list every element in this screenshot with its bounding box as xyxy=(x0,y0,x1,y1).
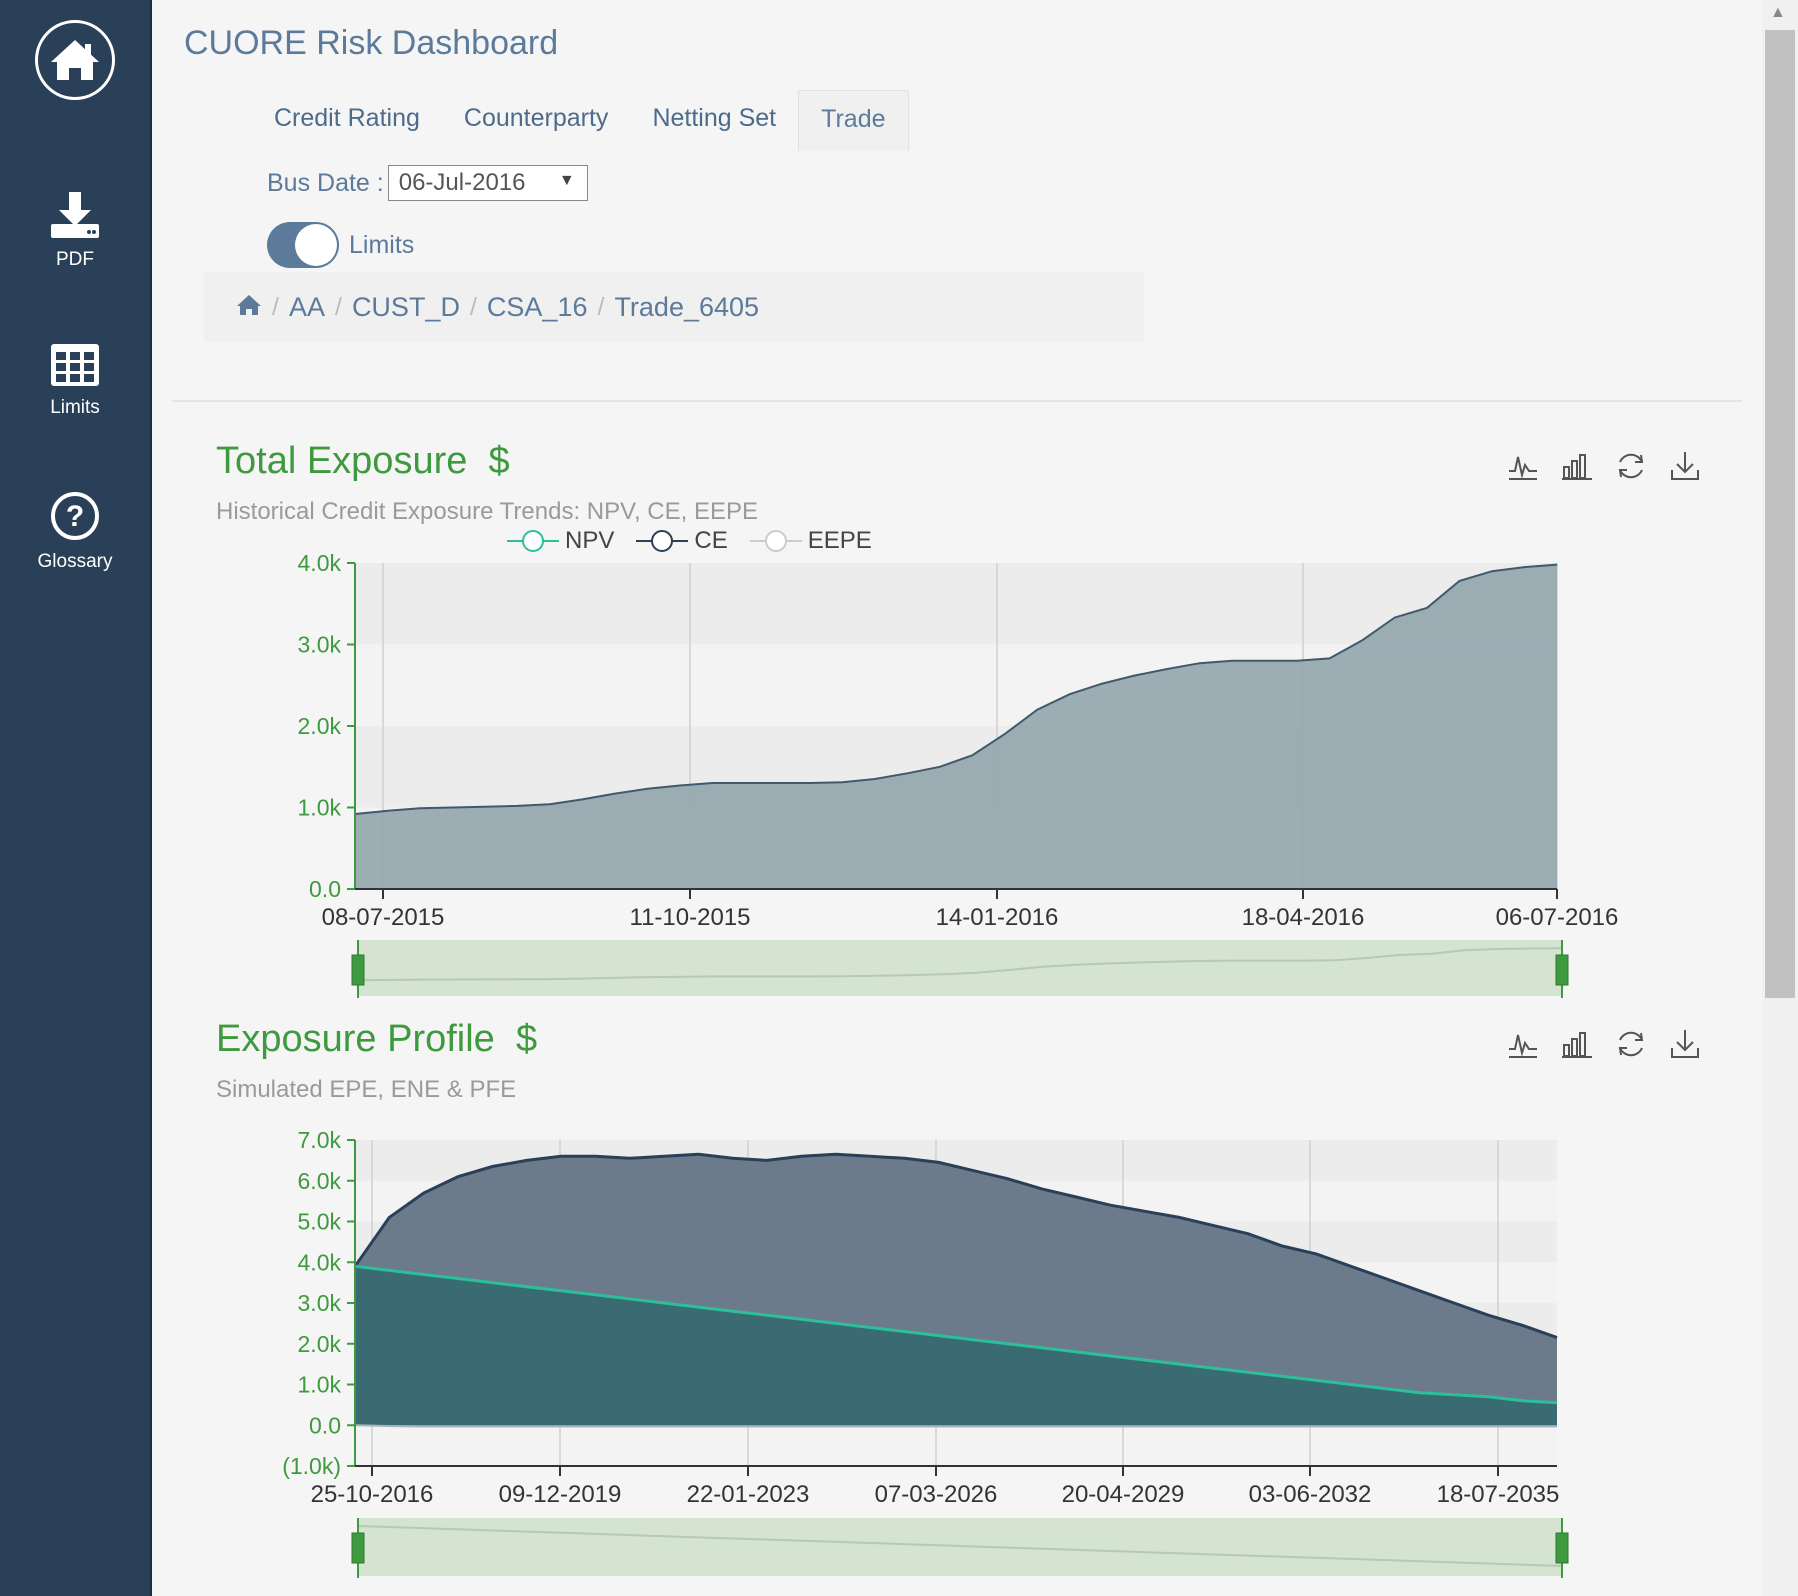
main-content: CUORE Risk Dashboard Credit Rating Count… xyxy=(152,0,1762,1596)
download-icon[interactable] xyxy=(1658,1024,1712,1064)
legend-marker-icon xyxy=(636,530,689,552)
legend-label: CE xyxy=(694,527,728,554)
total-exposure-legend: NPV CE EEPE xyxy=(507,527,894,555)
breadcrumb-item-counterparty[interactable]: CUST_D xyxy=(351,291,460,322)
limits-toggle-label: Limits xyxy=(349,230,415,259)
home-button[interactable] xyxy=(0,20,150,100)
total-exposure-subtitle: Historical Credit Exposure Trends: NPV, … xyxy=(216,498,758,525)
line-chart-icon[interactable] xyxy=(1496,1024,1550,1064)
exposure-profile-title: Exposure Profile $ xyxy=(216,1018,538,1060)
legend-marker-icon xyxy=(507,530,559,552)
breadcrumb-item-trade[interactable]: Trade_6405 xyxy=(614,291,760,322)
refresh-icon[interactable] xyxy=(1604,446,1658,486)
sidebar-item-label: Limits xyxy=(50,397,100,418)
breadcrumb-separator: / xyxy=(272,292,279,321)
home-icon xyxy=(35,20,115,100)
total-exposure-title: Total Exposure $ xyxy=(216,440,510,482)
tab-counterparty[interactable]: Counterparty xyxy=(463,104,609,132)
bus-date-value: 06-Jul-2016 xyxy=(398,169,526,196)
vertical-scrollbar[interactable]: ▲ xyxy=(1762,0,1798,1596)
scrollbar-thumb[interactable] xyxy=(1765,30,1795,998)
bus-date-label: Bus Date : xyxy=(267,168,384,197)
breadcrumb-separator: / xyxy=(597,292,605,321)
sidebar-item-limits[interactable]: Limits xyxy=(0,342,150,419)
download-icon xyxy=(51,192,99,238)
limits-toggle[interactable] xyxy=(267,222,339,268)
sidebar-item-pdf[interactable]: PDF xyxy=(0,190,150,271)
bar-chart-icon[interactable] xyxy=(1550,446,1604,486)
legend-item-ce[interactable]: CE xyxy=(636,527,728,555)
tab-trade[interactable]: Trade xyxy=(798,90,909,151)
legend-item-eepe[interactable]: EEPE xyxy=(749,527,872,555)
bus-date-row: Bus Date : 06-Jul-2016 ▼ xyxy=(267,165,588,201)
section-divider xyxy=(172,400,1742,402)
tab-netting-set[interactable]: Netting Set xyxy=(652,104,777,132)
sidebar-item-glossary[interactable]: ? Glossary xyxy=(0,490,150,573)
help-icon: ? xyxy=(51,492,99,540)
bar-chart-icon[interactable] xyxy=(1550,1024,1604,1064)
breadcrumb-item-rating[interactable]: AA xyxy=(288,291,325,322)
svg-text:?: ? xyxy=(66,500,84,533)
exposure-profile-subtitle: Simulated EPE, ENE & PFE xyxy=(216,1076,517,1103)
exposure-profile-toolbar xyxy=(1496,1024,1712,1064)
line-chart-icon[interactable] xyxy=(1496,446,1550,486)
breadcrumb-separator: / xyxy=(334,292,342,321)
tab-credit-rating[interactable]: Credit Rating xyxy=(274,104,420,132)
breadcrumb-item-netting-set[interactable]: CSA_16 xyxy=(486,291,588,322)
bus-date-select[interactable]: 06-Jul-2016 ▼ xyxy=(387,165,588,201)
toggle-knob xyxy=(295,224,337,266)
scroll-up-icon[interactable]: ▲ xyxy=(1770,4,1786,21)
breadcrumb: / AA / CUST_D / CSA_16 / Trade_6405 xyxy=(204,272,1144,342)
sidebar-item-label: Glossary xyxy=(37,551,113,572)
breadcrumb-home-icon[interactable] xyxy=(236,294,262,321)
breadcrumb-separator: / xyxy=(469,292,477,321)
download-icon[interactable] xyxy=(1658,446,1712,486)
legend-label: NPV xyxy=(565,527,615,554)
sidebar: PDF Limits ? Glossary xyxy=(0,0,152,1596)
sidebar-item-label: PDF xyxy=(56,249,94,270)
page-title: CUORE Risk Dashboard xyxy=(184,24,559,62)
refresh-icon[interactable] xyxy=(1604,1024,1658,1064)
table-icon xyxy=(51,344,99,386)
dropdown-arrow-icon: ▼ xyxy=(558,172,575,189)
limits-toggle-row: Limits xyxy=(267,222,414,268)
legend-marker-icon xyxy=(749,530,802,552)
total-exposure-toolbar xyxy=(1496,446,1712,486)
tab-bar: Credit Rating Counterparty Netting Set T… xyxy=(252,90,909,151)
legend-item-npv[interactable]: NPV xyxy=(507,527,614,555)
legend-label: EEPE xyxy=(807,527,872,554)
